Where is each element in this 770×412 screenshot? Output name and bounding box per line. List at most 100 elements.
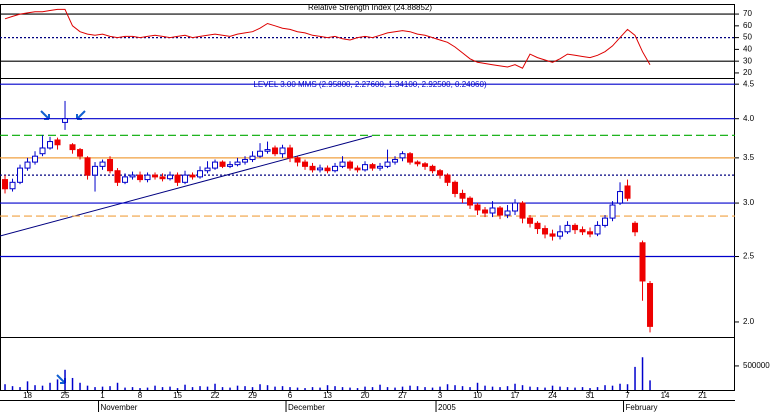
volume-bar	[431, 387, 434, 390]
volume-bar	[469, 387, 471, 390]
x-tick-label: 29	[248, 391, 257, 400]
x-tick-label: 31	[586, 391, 595, 400]
candle-body	[489, 207, 496, 214]
candle-body	[594, 224, 601, 235]
arrow	[76, 110, 86, 120]
candle-body	[519, 202, 526, 219]
y-tick-label: 60	[743, 21, 752, 30]
candle-body	[362, 164, 369, 171]
candle-body	[174, 174, 181, 183]
volume-bar	[244, 386, 246, 390]
candle-body	[159, 176, 166, 180]
x-tick-label: 14	[661, 391, 670, 400]
y-tick-label: 3.0	[743, 198, 755, 207]
candle-body	[167, 174, 174, 180]
volume-bar	[401, 386, 404, 390]
candle-body	[249, 155, 256, 161]
y-tick-label: 30	[743, 56, 752, 65]
candle-body	[107, 159, 114, 172]
volume-bar	[371, 387, 374, 390]
volume-bar	[79, 382, 81, 390]
volume-bar	[49, 382, 51, 390]
candle-body	[17, 167, 24, 183]
candle-body	[324, 167, 331, 172]
y-tick-label: 40	[743, 44, 752, 53]
x-tick-label: 20	[361, 391, 370, 400]
volume-bar	[379, 384, 381, 390]
candle-body	[609, 204, 616, 219]
volume-bar	[289, 387, 291, 390]
candle-body	[527, 217, 534, 224]
volume-bar	[236, 385, 239, 390]
month-label: November	[101, 403, 138, 412]
volume-bar	[229, 387, 231, 390]
volume-bar	[604, 385, 606, 390]
candle-body	[212, 161, 219, 169]
x-tick-label: 3	[438, 391, 443, 400]
x-tick-label: 18	[23, 391, 32, 400]
candle-body	[504, 210, 511, 216]
candle-body	[347, 161, 354, 169]
volume-bar	[544, 387, 546, 390]
candle-body	[579, 229, 586, 233]
candle-body	[384, 161, 391, 167]
candle-body	[234, 161, 241, 166]
candle-body	[557, 231, 564, 237]
candle-body	[452, 181, 459, 194]
x-tick-label: 22	[211, 391, 220, 400]
volume-bar	[589, 388, 591, 390]
volume-bar	[4, 384, 6, 390]
volume-bar	[446, 384, 449, 390]
volume-bar	[341, 387, 344, 390]
volume-bar	[296, 387, 299, 390]
y-tick-label: 500000	[743, 361, 770, 370]
volume-bar	[499, 387, 501, 390]
volume-bar	[319, 387, 321, 390]
candle-body	[542, 228, 549, 235]
candle-body	[309, 165, 316, 171]
volume-bar	[356, 388, 359, 390]
price-frame	[0, 78, 735, 338]
candle-body	[399, 153, 406, 159]
rsi-frame	[0, 4, 735, 79]
candle-body	[459, 192, 466, 199]
volume-bar	[566, 387, 569, 390]
volume-bar	[634, 366, 636, 390]
candle-body	[572, 224, 579, 231]
month-label: February	[626, 403, 658, 412]
candle-body	[54, 139, 61, 146]
trend-line	[0, 135, 373, 237]
volume-frame	[0, 337, 735, 391]
volume-bar	[34, 385, 36, 390]
candle-body	[129, 174, 136, 178]
candle-body	[279, 147, 286, 155]
y-tick-label: 4.0	[743, 114, 755, 123]
candle-body	[392, 159, 399, 163]
volume-bar	[476, 382, 479, 390]
candle-body	[24, 161, 31, 169]
volume-bar	[281, 386, 284, 390]
volume-bar	[349, 387, 351, 390]
y-tick-label: 20	[743, 68, 752, 77]
candle-body	[77, 149, 84, 157]
candle-body	[189, 174, 196, 178]
x-tick-label: 27	[398, 391, 407, 400]
volume-bar	[619, 383, 621, 390]
x-tick-label: 17	[511, 391, 520, 400]
month-label: December	[288, 403, 325, 412]
candle-body	[414, 161, 421, 165]
volume-bar	[56, 379, 59, 390]
volume-bar	[71, 377, 74, 390]
volume-bar	[206, 386, 209, 390]
candle-body	[9, 181, 16, 190]
candle-body	[639, 242, 646, 282]
x-tick-label: 6	[288, 391, 293, 400]
volume-bar	[491, 386, 494, 390]
candle-body	[339, 161, 346, 167]
candle-body	[204, 167, 211, 172]
volume-bar	[424, 387, 426, 390]
volume-bar	[416, 386, 419, 390]
volume-bar	[484, 385, 486, 390]
volume-bar	[596, 387, 599, 390]
